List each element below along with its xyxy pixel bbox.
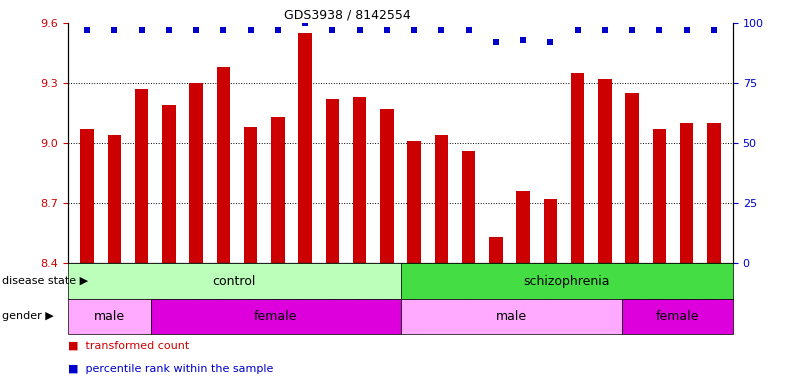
Bar <box>151 299 400 334</box>
Text: male: male <box>94 310 125 323</box>
Title: GDS3938 / 8142554: GDS3938 / 8142554 <box>284 9 411 22</box>
Point <box>489 39 502 45</box>
Point <box>81 27 94 33</box>
Bar <box>544 199 557 263</box>
Bar <box>622 299 733 334</box>
Bar <box>408 141 421 263</box>
Bar <box>400 263 733 299</box>
Point <box>353 27 366 33</box>
Text: ■  transformed count: ■ transformed count <box>68 341 189 351</box>
Point <box>653 27 666 33</box>
Bar <box>325 99 339 263</box>
Point <box>272 27 284 33</box>
Bar <box>462 151 476 263</box>
Text: female: female <box>656 310 699 323</box>
Bar <box>107 135 121 263</box>
Bar <box>571 73 585 263</box>
Text: schizophrenia: schizophrenia <box>524 275 610 288</box>
Text: disease state ▶: disease state ▶ <box>2 276 88 286</box>
Point <box>108 27 121 33</box>
Bar <box>135 89 148 263</box>
Bar <box>271 117 284 263</box>
Bar <box>707 123 721 263</box>
Bar <box>489 237 503 263</box>
Point <box>707 27 720 33</box>
Text: gender ▶: gender ▶ <box>2 311 54 321</box>
Text: control: control <box>212 275 256 288</box>
Point <box>462 27 475 33</box>
Point <box>517 37 529 43</box>
Bar <box>162 105 175 263</box>
Bar <box>216 67 230 263</box>
Bar <box>435 135 449 263</box>
Bar <box>598 79 612 263</box>
Point <box>326 27 339 33</box>
Point <box>190 27 203 33</box>
Bar <box>244 127 257 263</box>
Bar <box>400 299 622 334</box>
Point <box>217 27 230 33</box>
Bar <box>68 263 400 299</box>
Text: male: male <box>496 310 527 323</box>
Point <box>380 27 393 33</box>
Point <box>598 27 611 33</box>
Point <box>626 27 638 33</box>
Point <box>680 27 693 33</box>
Bar <box>653 129 666 263</box>
Bar <box>189 83 203 263</box>
Bar <box>80 129 94 263</box>
Point <box>135 27 148 33</box>
Bar <box>68 299 151 334</box>
Point <box>408 27 421 33</box>
Bar <box>626 93 639 263</box>
Point <box>435 27 448 33</box>
Point <box>544 39 557 45</box>
Bar <box>298 33 312 263</box>
Bar <box>352 97 366 263</box>
Point <box>244 27 257 33</box>
Bar <box>380 109 393 263</box>
Bar <box>680 123 694 263</box>
Text: ■  percentile rank within the sample: ■ percentile rank within the sample <box>68 364 273 374</box>
Bar <box>517 191 530 263</box>
Point <box>571 27 584 33</box>
Text: female: female <box>254 310 297 323</box>
Point <box>163 27 175 33</box>
Point <box>299 20 312 26</box>
